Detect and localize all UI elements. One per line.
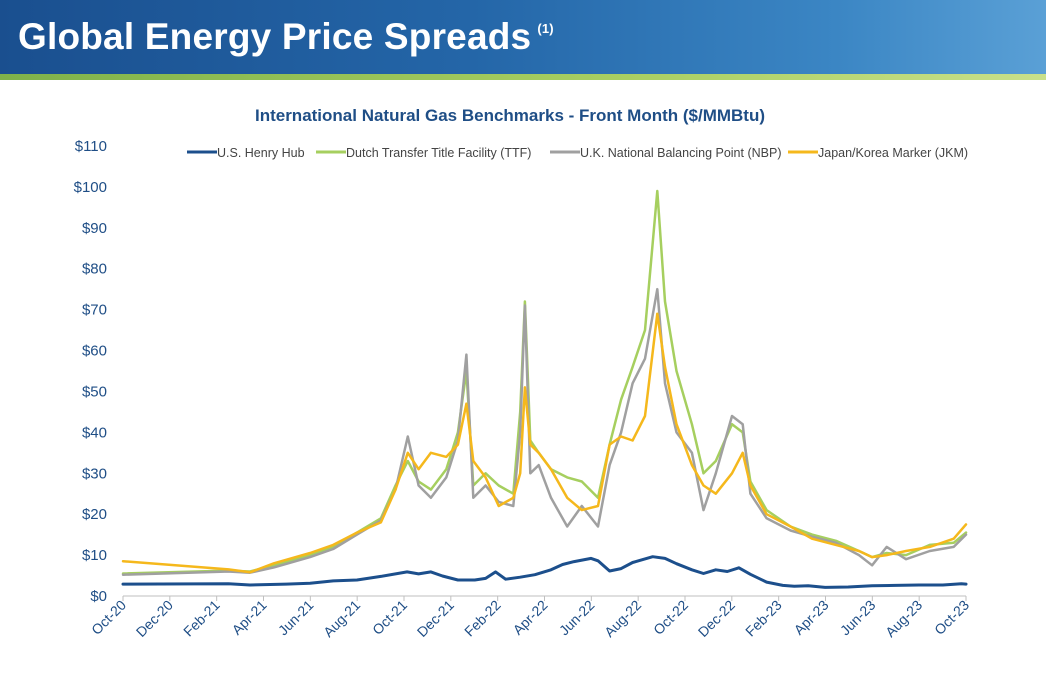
y-axis-tick-label: $100: [74, 179, 107, 196]
y-axis-tick-label: $70: [82, 302, 107, 319]
y-axis-tick-label: $50: [82, 383, 107, 400]
chart-title: International Natural Gas Benchmarks - F…: [254, 106, 766, 125]
legend-label: Dutch Transfer Title Facility (TTF): [346, 146, 531, 160]
x-axis-tick-label: Jun-23: [837, 597, 879, 639]
x-axis-tick-label: Dec-21: [414, 597, 457, 640]
x-axis-tick-label: Apr-23: [791, 597, 832, 638]
x-axis-tick-label: Oct-23: [931, 597, 972, 638]
legend-label: Japan/Korea Marker (JKM): [818, 146, 968, 160]
x-axis-tick-label: Feb-22: [461, 597, 504, 640]
x-axis-tick-label: Jun-22: [556, 597, 598, 639]
x-axis-tick-label: Dec-22: [695, 597, 738, 640]
x-axis-tick-label: Aug-21: [320, 597, 363, 640]
x-axis-tick-label: Jun-21: [275, 597, 317, 639]
y-axis-tick-label: $40: [82, 424, 107, 441]
x-axis-tick-label: Oct-21: [369, 597, 410, 638]
header-bar: [0, 0, 1046, 74]
page-title: Global Energy Price Spreads (1): [18, 16, 554, 58]
series-line: [121, 189, 968, 575]
x-axis-tick-label: Aug-22: [601, 597, 644, 640]
x-axis-tick-label: Dec-20: [133, 597, 176, 640]
x-axis-tick-label: Feb-21: [180, 597, 223, 640]
title-footnote-marker: (1): [537, 21, 554, 36]
y-axis-tick-label: $60: [82, 343, 107, 360]
y-axis-tick-label: $80: [82, 261, 107, 278]
x-axis-tick-label: Apr-21: [229, 597, 270, 638]
series-line: [121, 312, 968, 574]
x-axis-tick-label: Apr-22: [510, 597, 551, 638]
y-axis-tick-label: $110: [75, 138, 107, 155]
series-line: [121, 287, 968, 576]
y-axis-tick-label: $90: [82, 220, 107, 237]
y-axis-tick-label: $10: [82, 547, 107, 564]
header-accent-stripe: [0, 74, 1046, 80]
y-axis-tick-label: $30: [82, 465, 107, 482]
x-axis-tick-label: Oct-22: [650, 597, 691, 638]
series-line: [121, 555, 968, 589]
x-axis-tick-label: Aug-23: [882, 597, 925, 640]
x-axis-tick-label: Feb-23: [742, 597, 785, 640]
y-axis-tick-label: $0: [90, 588, 107, 605]
page-title-text: Global Energy Price Spreads: [18, 16, 532, 57]
y-axis-tick-label: $20: [82, 506, 107, 523]
legend-label: U.K. National Balancing Point (NBP): [580, 146, 781, 160]
legend-label: U.S. Henry Hub: [217, 146, 305, 160]
